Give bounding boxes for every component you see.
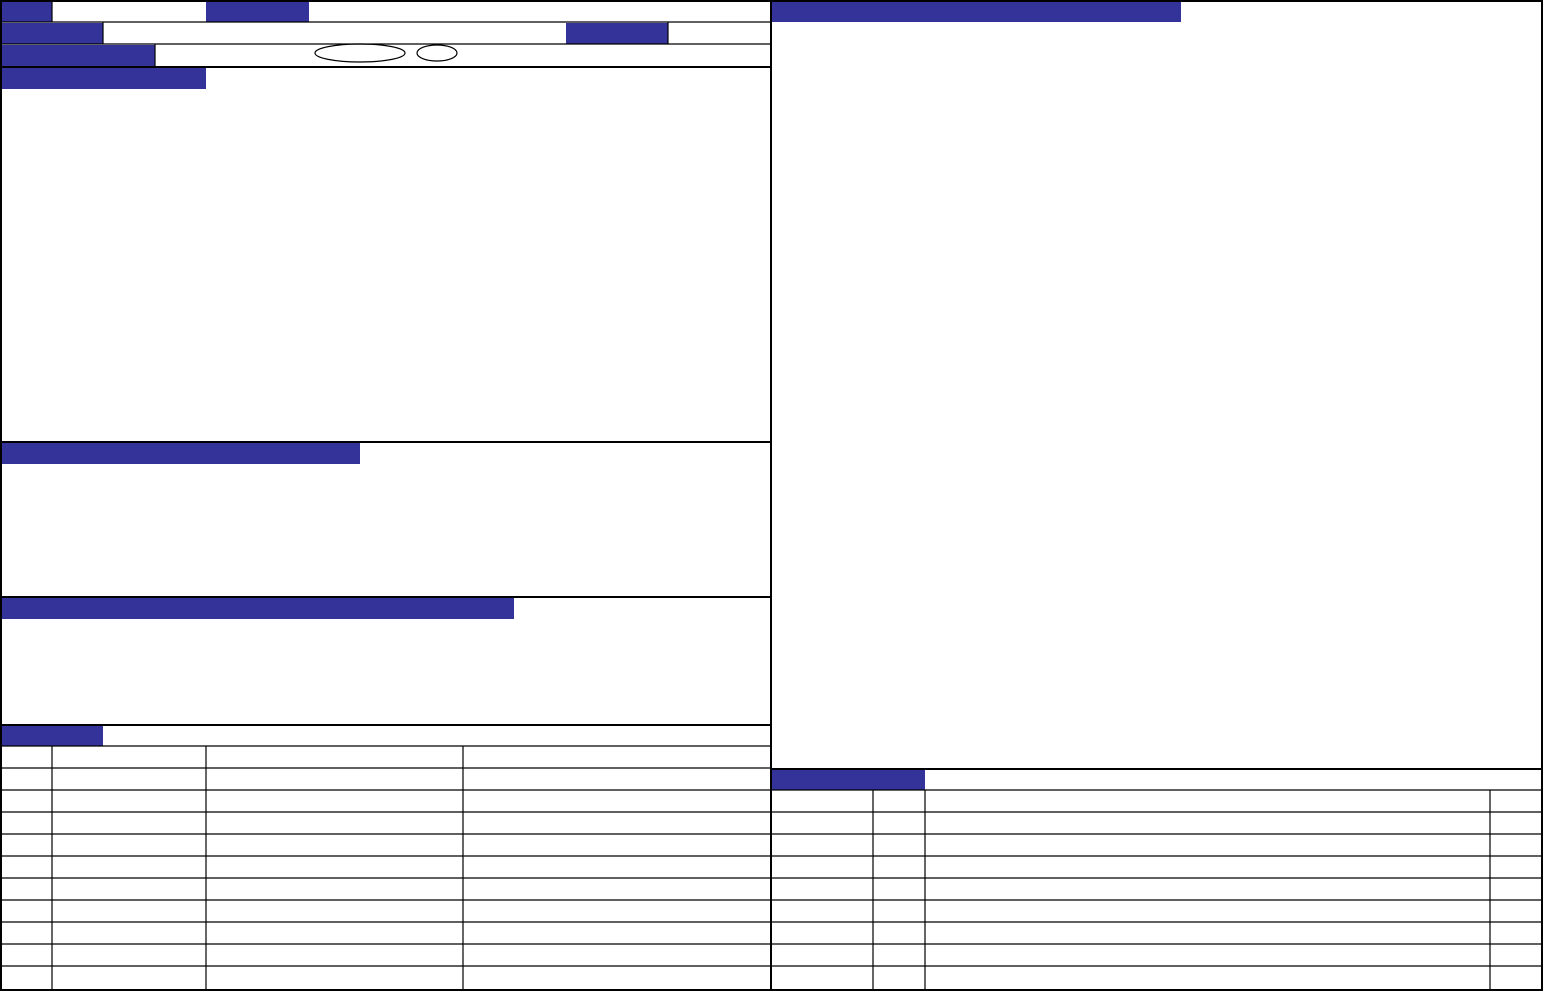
label-block xyxy=(206,2,309,22)
label-block xyxy=(2,2,52,22)
label-block xyxy=(2,23,103,44)
section-header xyxy=(2,443,360,464)
label-block xyxy=(566,23,668,44)
section-header xyxy=(2,68,206,89)
section-header xyxy=(2,598,514,619)
radio-option[interactable] xyxy=(416,44,458,62)
label-block xyxy=(2,45,155,66)
section-header xyxy=(772,2,1181,22)
tables xyxy=(2,746,1541,989)
section-header xyxy=(772,770,925,790)
section-header xyxy=(2,726,103,746)
header-blocks xyxy=(2,2,1181,790)
radio-option[interactable] xyxy=(314,43,406,63)
